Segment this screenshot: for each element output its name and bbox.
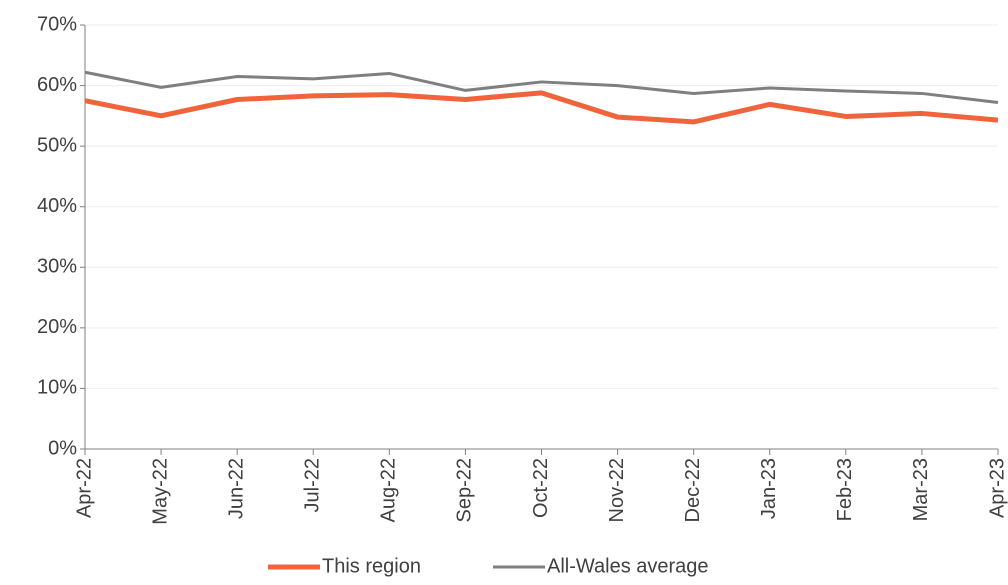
legend-label: This region	[322, 555, 421, 577]
x-tick-label: Jun-22	[225, 458, 247, 519]
x-tick-label: Apr-23	[986, 458, 1008, 518]
x-tick-label: Dec-22	[682, 458, 704, 522]
legend-label: All-Wales average	[547, 555, 709, 577]
y-tick-label: 70%	[37, 13, 77, 35]
x-tick-label: Nov-22	[606, 458, 628, 522]
y-tick-label: 10%	[37, 377, 77, 399]
x-tick-label: Apr-22	[73, 458, 95, 518]
y-tick-label: 40%	[37, 195, 77, 217]
y-tick-label: 50%	[37, 134, 77, 156]
x-tick-label: Oct-22	[530, 458, 552, 518]
x-tick-label: Sep-22	[454, 458, 476, 523]
x-tick-label: Jan-23	[758, 458, 780, 519]
x-tick-label: Jul-22	[302, 458, 324, 512]
y-tick-label: 30%	[37, 256, 77, 278]
x-tick-label: May-22	[149, 458, 171, 525]
y-tick-label: 0%	[48, 437, 77, 459]
series-line	[84, 70, 999, 105]
x-tick-label: Mar-23	[910, 458, 932, 521]
y-tick-label: 20%	[37, 316, 77, 338]
series-line	[84, 90, 999, 125]
x-tick-label: Feb-23	[834, 458, 856, 521]
y-tick-label: 60%	[37, 74, 77, 96]
x-tick-label: Aug-22	[378, 458, 400, 523]
